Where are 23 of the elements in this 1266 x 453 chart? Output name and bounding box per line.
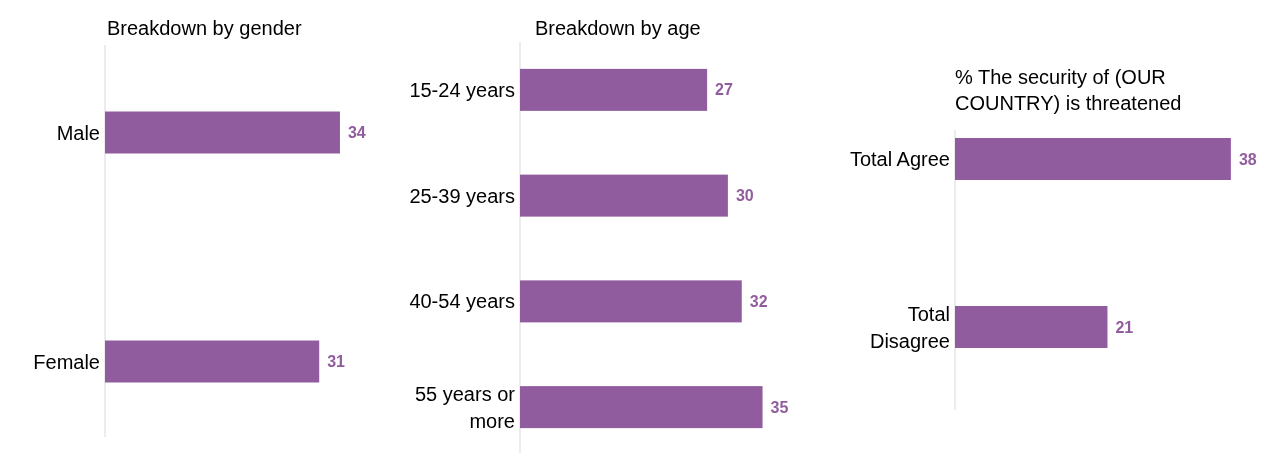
data-label: 30 (735, 187, 754, 205)
y-tick-label: 40-54 years (409, 290, 515, 313)
y-tick-label: Total Disagree (869, 302, 950, 352)
chart-title: Breakdown by age (535, 17, 701, 39)
bar (520, 280, 742, 323)
y-tick-label: Total Agree (849, 148, 950, 170)
y-tick-label: 55 years or more (414, 382, 516, 432)
y-tick-label: Female (33, 350, 100, 373)
chart-title: % The security of (OUR COUNTRY) is threatened (955, 66, 1182, 114)
y-tick-label: 15-24 years (409, 78, 515, 101)
bar (520, 386, 763, 429)
data-label: 31 (327, 353, 346, 371)
data-label: 34 (347, 124, 366, 142)
data-label: 35 (770, 398, 789, 416)
bar (520, 68, 708, 111)
data-label: 38 (1238, 150, 1257, 168)
bar (520, 174, 728, 217)
data-label: 32 (749, 292, 768, 310)
y-tick-label: Male (56, 121, 100, 144)
data-label: 21 (1115, 318, 1134, 336)
chart-title: Breakdown by gender (107, 17, 302, 39)
data-label: 27 (715, 81, 734, 99)
y-tick-label: 25-39 years (409, 184, 515, 207)
